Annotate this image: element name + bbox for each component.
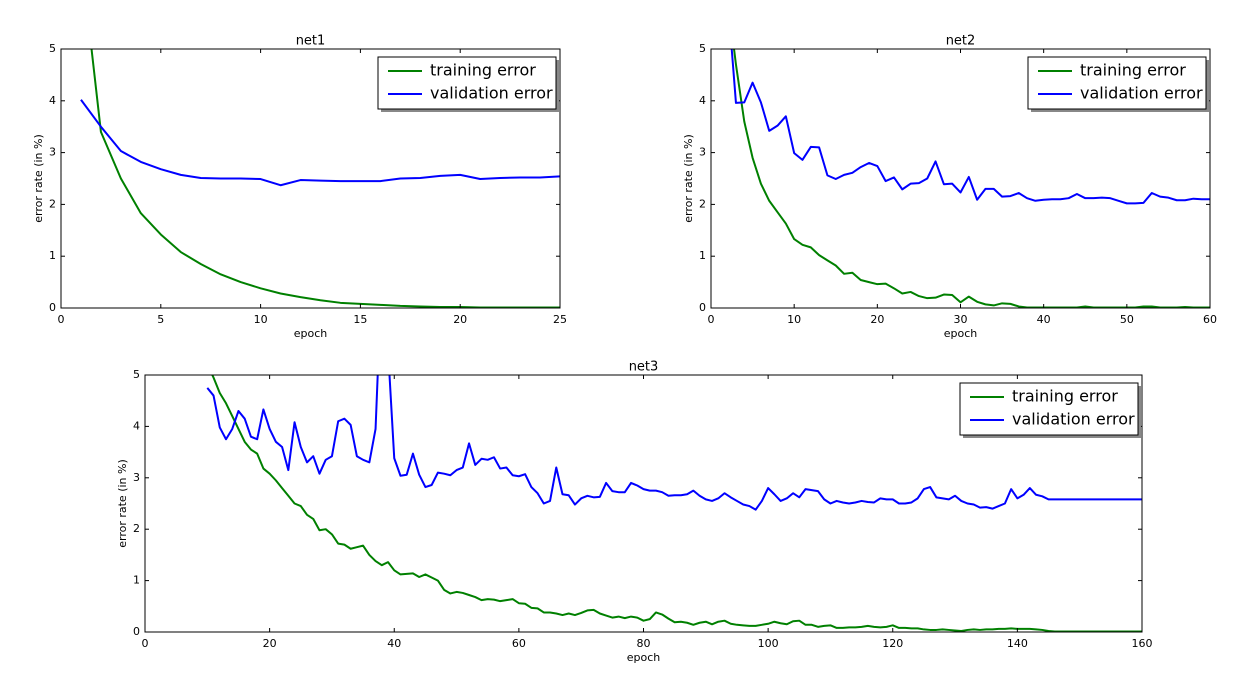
legend: [959, 382, 1139, 436]
x-axis-label: epoch: [294, 327, 328, 340]
y-tick-label: 0: [699, 301, 706, 314]
y-tick-label: 2: [699, 197, 706, 210]
y-tick-label: 4: [49, 94, 56, 107]
y-tick-label: 1: [699, 249, 706, 262]
x-axis-label: epoch: [944, 327, 978, 340]
x-tick-label: 60: [1203, 313, 1217, 326]
x-tick-label: 140: [1007, 637, 1028, 650]
series-line: [90, 49, 560, 308]
y-tick-label: 3: [49, 146, 56, 159]
y-tick-label: 3: [133, 471, 140, 484]
plot-lines: [206, 375, 1142, 632]
x-tick-label: 100: [758, 637, 779, 650]
legend-label: training error: [1012, 387, 1118, 406]
x-tick-label: 20: [870, 313, 884, 326]
y-tick-label: 5: [133, 368, 140, 381]
x-tick-label: 0: [142, 637, 149, 650]
legend-label: training error: [1080, 61, 1186, 80]
legend-label: validation error: [1080, 84, 1203, 103]
x-tick-label: 50: [1120, 313, 1134, 326]
axes-frame: [60, 48, 561, 309]
y-tick-label: 4: [133, 419, 140, 432]
x-tick-label: 5: [157, 313, 164, 326]
y-tick-label: 4: [699, 94, 706, 107]
x-tick-label: 0: [708, 313, 715, 326]
y-axis-label: error rate (in %): [116, 459, 129, 548]
legend: [1027, 56, 1207, 110]
y-axis-label: error rate (in %): [682, 134, 695, 223]
legend-label: validation error: [430, 84, 553, 103]
chart-title: net1: [296, 34, 326, 49]
legend: [377, 56, 557, 110]
y-tick-label: 1: [133, 574, 140, 587]
y-tick-label: 3: [699, 146, 706, 159]
x-tick-label: 80: [637, 637, 651, 650]
x-tick-label: 15: [353, 313, 367, 326]
plot-lines: [730, 49, 1210, 308]
y-tick-label: 2: [49, 197, 56, 210]
legend-label: training error: [430, 61, 536, 80]
series-line: [733, 49, 1210, 308]
series-line: [211, 375, 1142, 632]
x-tick-label: 20: [263, 637, 277, 650]
x-tick-label: 120: [882, 637, 903, 650]
x-tick-label: 0: [58, 313, 65, 326]
x-tick-label: 10: [787, 313, 801, 326]
x-tick-label: 30: [954, 313, 968, 326]
x-tick-label: 10: [254, 313, 268, 326]
y-tick-label: 0: [49, 301, 56, 314]
y-tick-label: 2: [133, 522, 140, 535]
chart-title: net2: [946, 34, 976, 49]
legend-label: validation error: [1012, 410, 1135, 429]
x-tick-label: 20: [453, 313, 467, 326]
series-line: [730, 49, 1210, 205]
y-tick-label: 5: [699, 42, 706, 55]
x-tick-label: 25: [553, 313, 567, 326]
y-tick-label: 1: [49, 249, 56, 262]
y-tick-label: 5: [49, 42, 56, 55]
x-axis-label: epoch: [627, 651, 661, 664]
chart-title: net3: [629, 360, 659, 375]
series-line: [80, 99, 560, 187]
plot-lines: [80, 49, 560, 308]
x-tick-label: 40: [1037, 313, 1051, 326]
series-line: [206, 375, 1142, 511]
y-tick-label: 0: [133, 625, 140, 638]
x-tick-label: 60: [512, 637, 526, 650]
x-tick-label: 160: [1132, 637, 1153, 650]
y-axis-label: error rate (in %): [32, 134, 45, 223]
x-tick-label: 40: [387, 637, 401, 650]
